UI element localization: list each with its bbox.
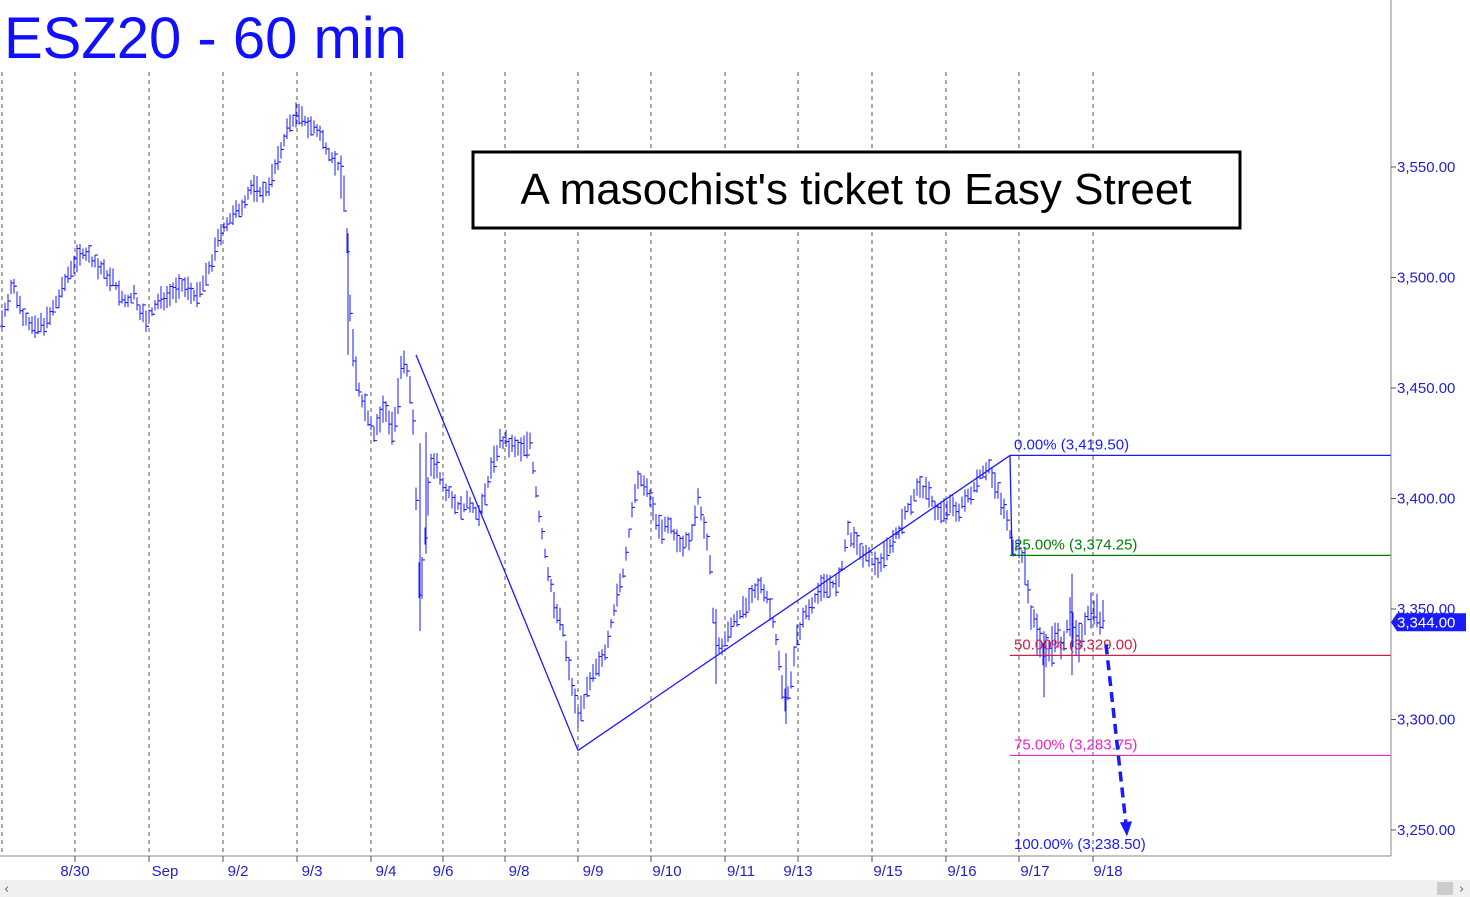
y-tick-label: 3,400.00 [1397,491,1455,508]
y-tick-label: 3,300.00 [1397,712,1455,729]
fib-label: 100.00% (3,238.50) [1014,836,1146,853]
y-axis: 3,250.003,300.003,350.003,400.003,450.00… [1391,159,1455,839]
price-bars [0,102,1105,729]
x-tick-label: 9/18 [1093,863,1122,880]
trendline [577,454,1011,751]
last-price-label: 3,344.00 [1397,614,1455,631]
x-tick-label: 9/2 [228,863,249,880]
x-tick-label: 9/17 [1020,863,1049,880]
last-price-marker [1391,613,1466,632]
trendline [1009,455,1013,556]
x-tick-label: 9/3 [302,863,323,880]
x-tick-label: 8/30 [60,863,89,880]
scrollbar-thumb[interactable] [1437,882,1453,895]
x-tick-label: 9/13 [783,863,812,880]
x-tick-label: 9/8 [509,863,530,880]
annotation-box: A masochist's ticket to Easy Street [471,150,1242,230]
x-tick-label: Sep [152,863,179,880]
x-tick-label: 9/6 [433,863,454,880]
projection-arrow-head [1120,821,1132,837]
fib-label: 25.00% (3,374.25) [1014,536,1137,553]
y-tick-label: 3,500.00 [1397,270,1455,287]
scroll-left-icon[interactable]: ‹ [4,882,9,897]
annotation-text: A masochist's ticket to Easy Street [520,165,1191,214]
y-tick-label: 3,550.00 [1397,159,1455,176]
y-tick-label: 3,250.00 [1397,822,1455,839]
trendlines [415,354,1013,751]
projection-arrow [1104,644,1132,837]
x-tick-label: 9/10 [652,863,681,880]
annotation-frame [471,150,1242,230]
fib-label: 0.00% (3,419.50) [1014,436,1129,453]
x-tick-label: 9/15 [873,863,902,880]
y-tick-label: 3,450.00 [1397,380,1455,397]
x-tick-label: 9/16 [947,863,976,880]
last-price-tag: 3,344.00 [1391,613,1466,632]
horizontal-scrollbar[interactable]: ‹ › [0,880,1470,897]
x-tick-label: 9/11 [727,863,755,880]
trendline [415,354,579,751]
fib-label: 50.00% (3,329.00) [1014,636,1137,653]
scrollbar-track[interactable] [0,880,1470,897]
x-tick-label: 9/4 [376,863,397,880]
x-axis: 8/30 Sep 9/2 9/3 9/4 9/6 9/8 9/9 9/10 9/11 9/13 9/1… [60,856,1123,880]
x-tick-label: 9/9 [583,863,604,880]
scroll-right-icon[interactable]: › [1459,882,1464,897]
fib-label: 75.00% (3,283.75) [1014,736,1137,753]
chart-title: ESZ20 - 60 min [4,6,407,71]
projection-arrow-shaft [1104,644,1128,825]
